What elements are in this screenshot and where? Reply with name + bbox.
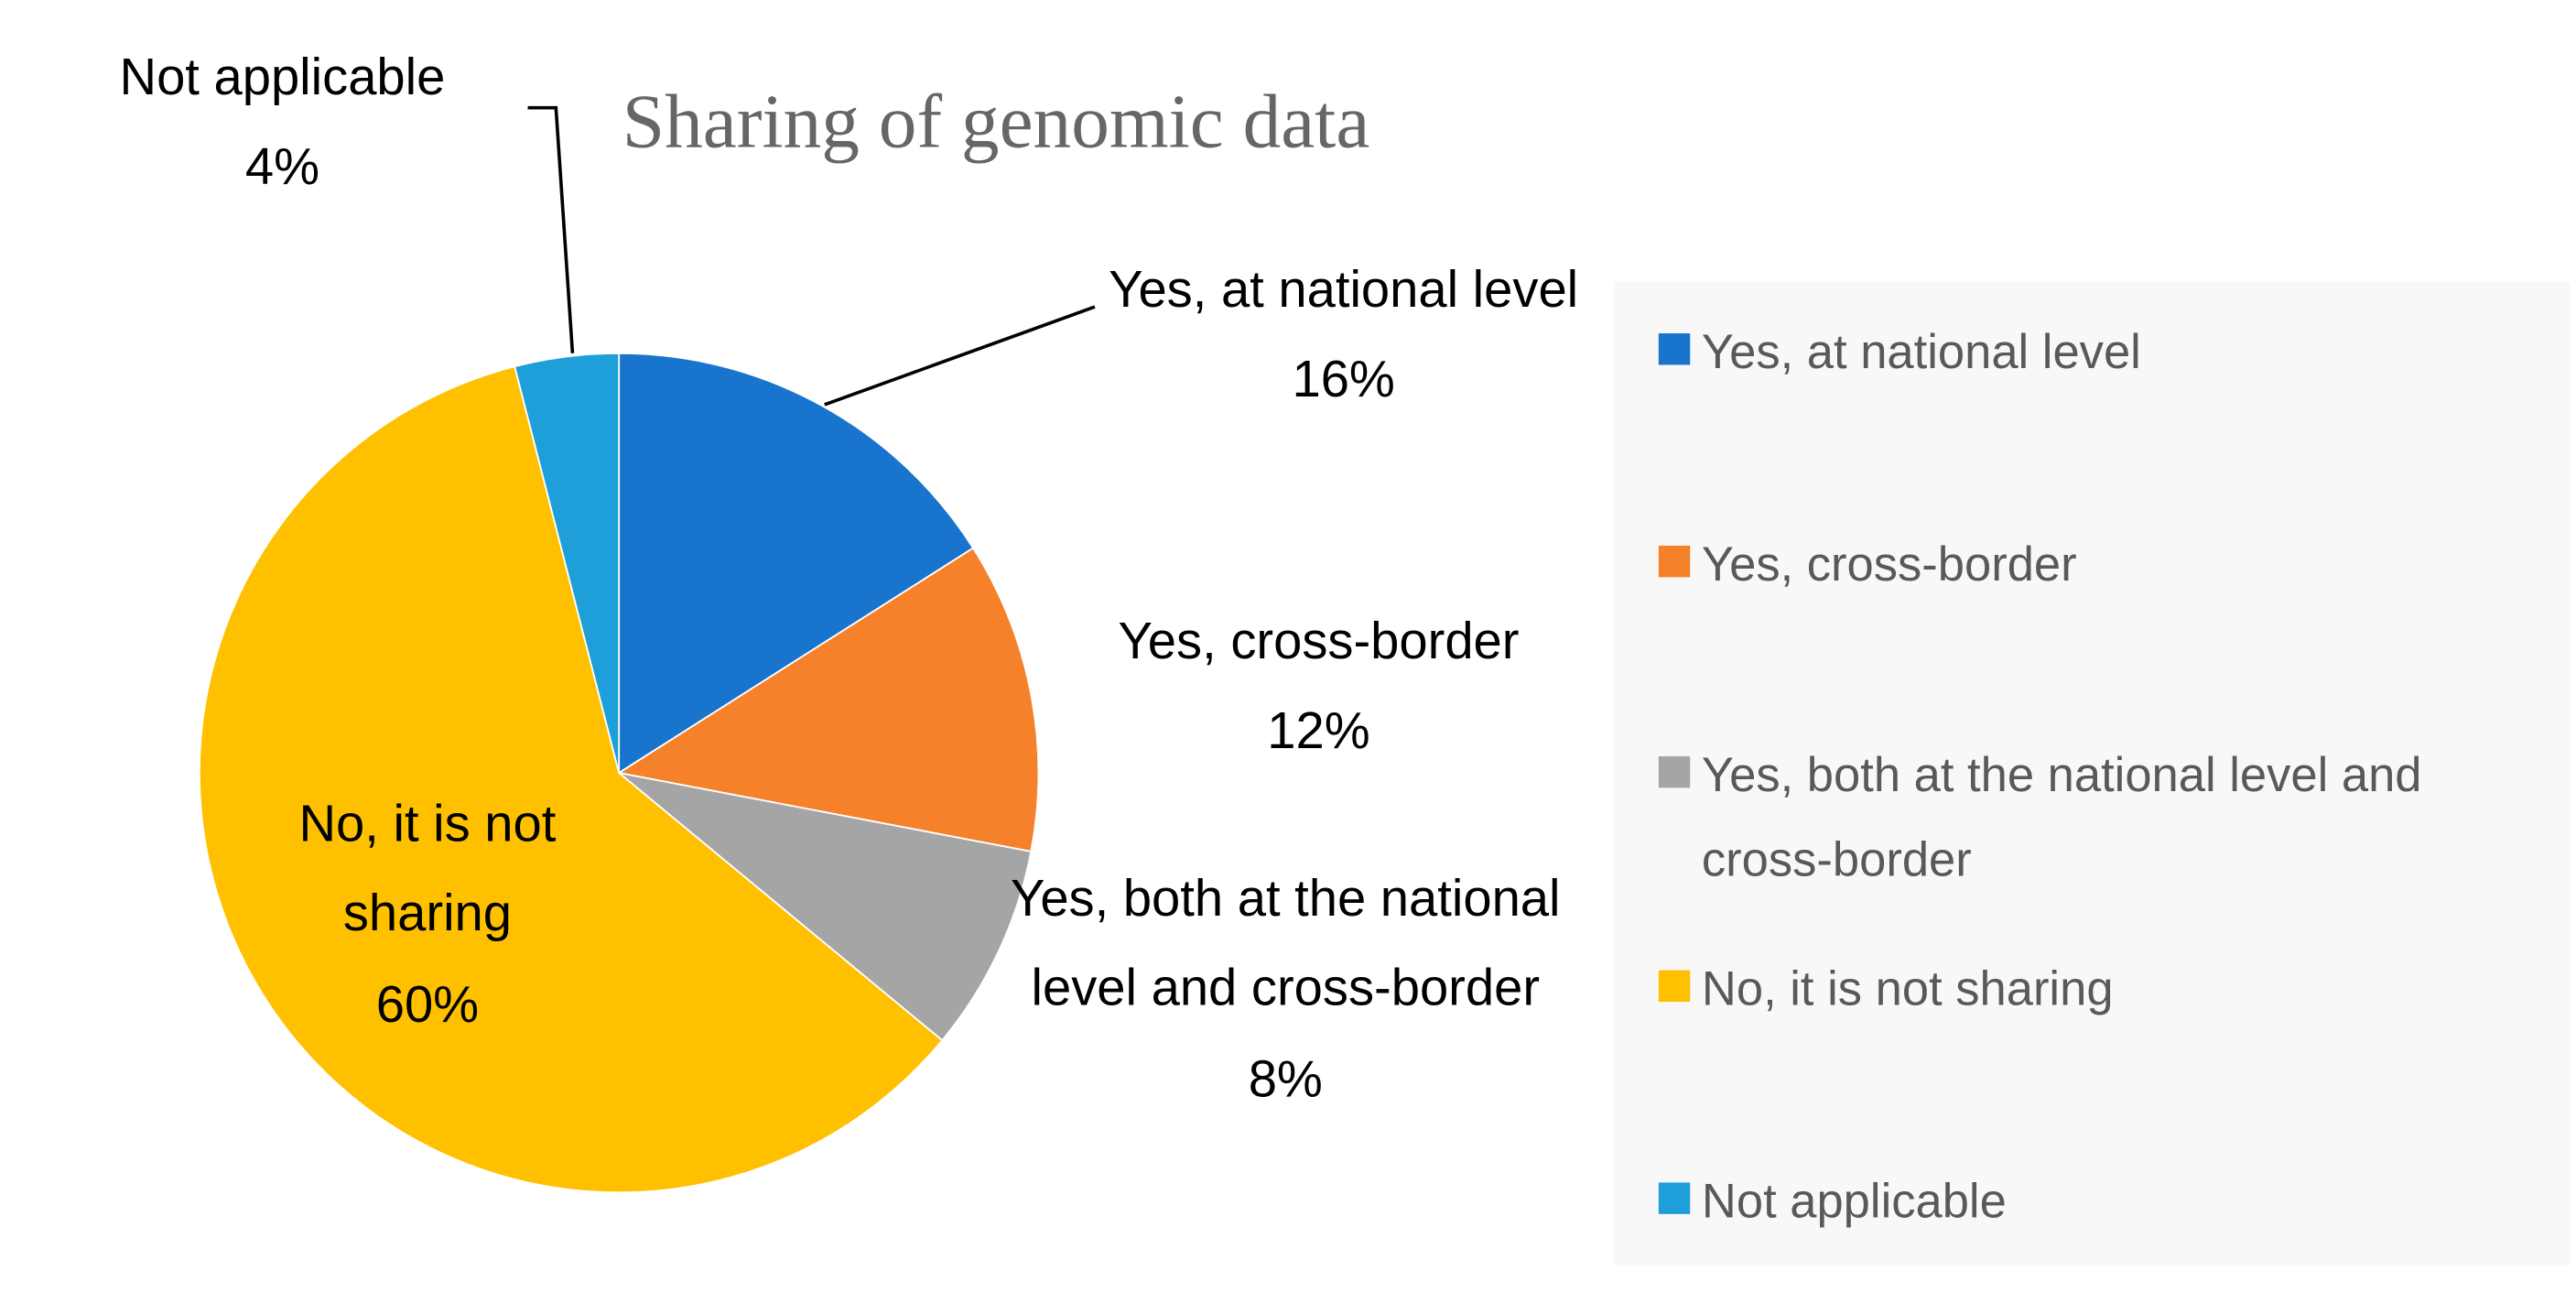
data-label: No, it is not sharing 60% [216, 779, 639, 1045]
legend-label: Yes, cross-border [1701, 538, 2077, 592]
legend-entry: Yes, at national level [1701, 326, 2141, 380]
legend-swatch [1658, 970, 1691, 1003]
data-label: Not applicable 4% [34, 33, 531, 213]
data-label-box: Yes, cross-border 12% [1029, 597, 1609, 777]
data-label-value: 4% [244, 137, 320, 197]
legend-entry: Yes, cross-border [1701, 538, 2077, 592]
data-label-category: Yes, both at the national level and cros… [1011, 869, 1561, 1017]
legend-entry: Yes, both at the national level and cros… [1701, 749, 2422, 887]
leader-line [824, 305, 1096, 407]
legend-entry: Not applicable [1701, 1176, 2007, 1230]
legend-swatch [1658, 1182, 1691, 1214]
legend-label: Yes, both at the national level and cros… [1701, 749, 2422, 887]
data-label-category: Yes, at national level [1109, 260, 1579, 319]
data-label-value: 60% [375, 974, 480, 1033]
legend-swatch [1658, 333, 1691, 365]
data-label-box: No, it is not sharing 60% [216, 779, 639, 1045]
pie-slice [198, 365, 944, 1194]
pie-slice [514, 352, 621, 774]
data-label-value: 12% [1267, 701, 1370, 761]
pie-slice [618, 352, 975, 775]
data-label-category: Yes, cross-border [1118, 612, 1520, 670]
data-label: Yes, at national level 16% [1087, 245, 1601, 426]
data-label-category: No, it is not sharing [298, 794, 557, 943]
data-label: Yes, both at the national level and cros… [995, 854, 1575, 1124]
data-label-value: 8% [1248, 1048, 1323, 1108]
data-label: Yes, cross-border 12% [1029, 597, 1609, 777]
legend-label: Yes, at national level [1701, 326, 2141, 380]
leader-line [527, 105, 575, 353]
legend-entry: No, it is not sharing [1701, 963, 2114, 1017]
legend-label: No, it is not sharing [1701, 963, 2114, 1017]
pie-slice [618, 772, 1033, 1042]
pie-slice [616, 547, 1040, 852]
data-label-value: 16% [1292, 350, 1395, 409]
legend-swatch [1658, 755, 1691, 788]
data-label-box: Yes, both at the national level and cros… [995, 854, 1575, 1124]
data-label-box: Yes, at national level 16% [1087, 245, 1601, 426]
data-label-box: Not applicable 4% [34, 33, 531, 213]
legend-swatch [1658, 545, 1691, 578]
legend-box [1613, 281, 2571, 1266]
data-label-category: Not applicable [119, 48, 446, 106]
chart-title: Sharing of genomic data [622, 80, 1370, 164]
legend-label: Not applicable [1701, 1176, 2007, 1230]
